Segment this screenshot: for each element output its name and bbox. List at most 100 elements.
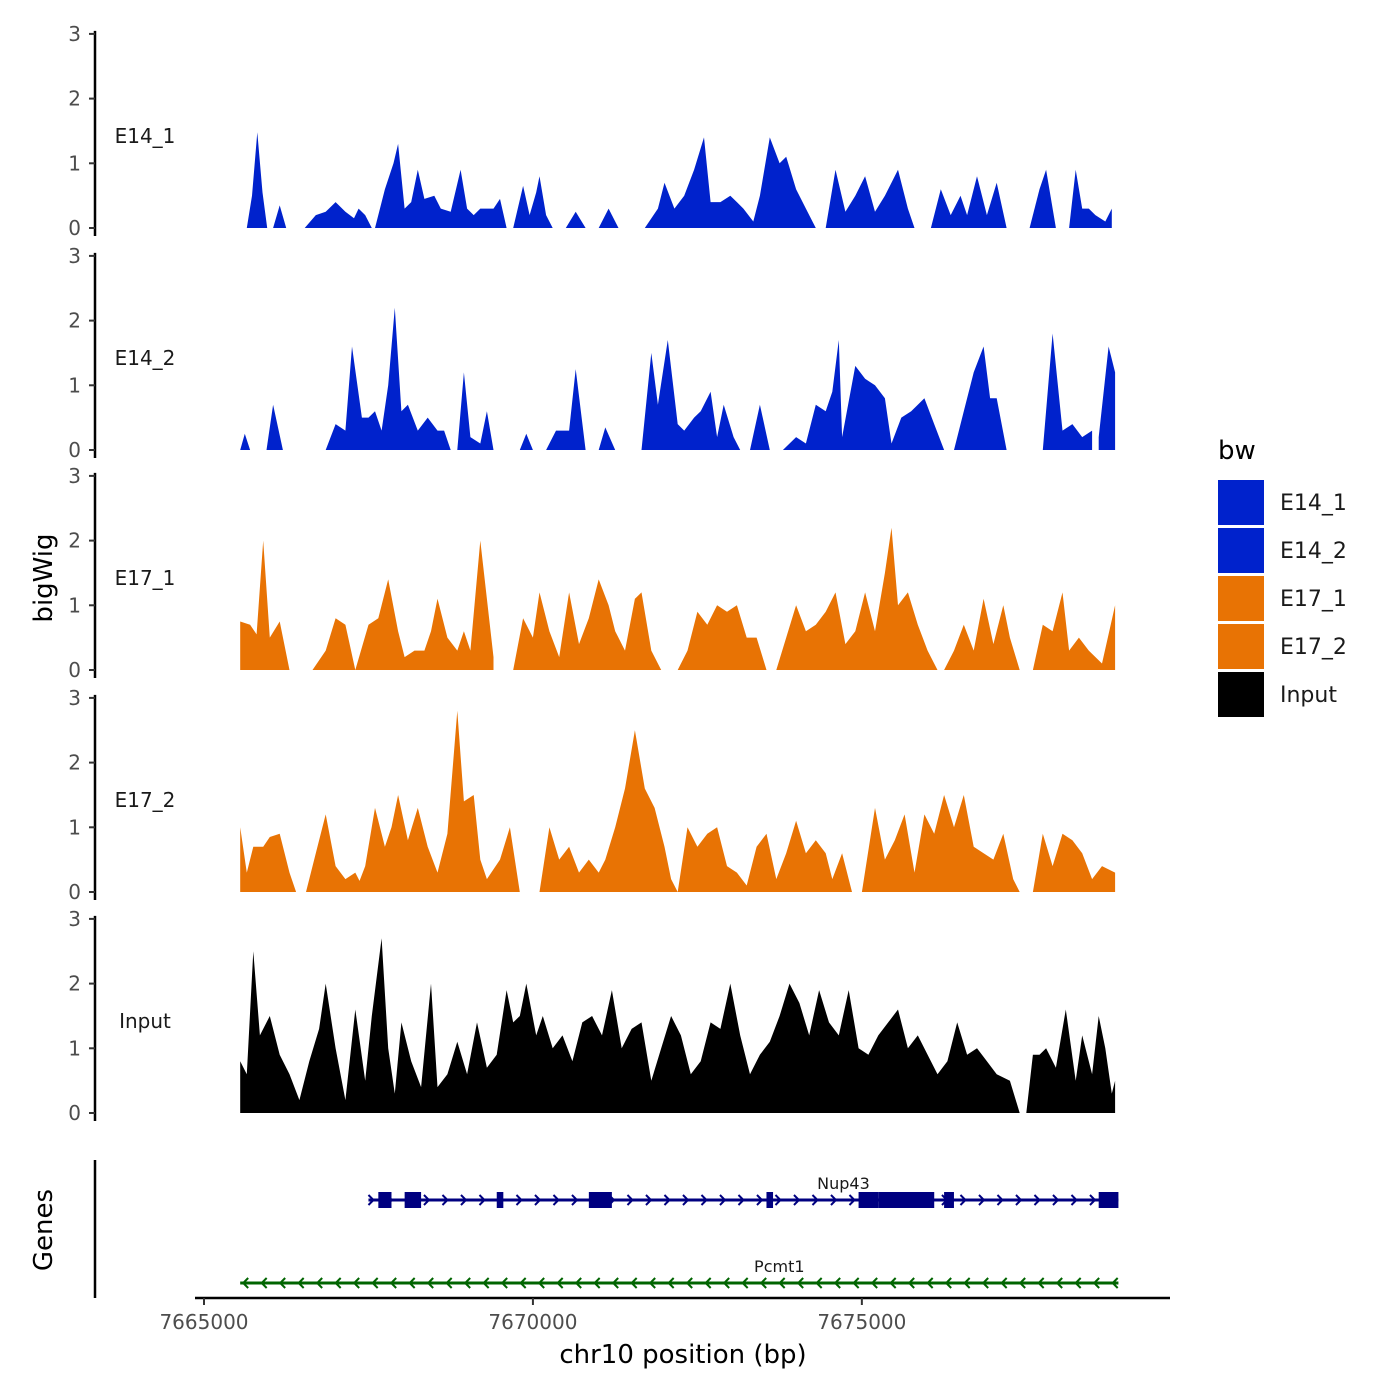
strand-arrow — [944, 1277, 952, 1289]
strand-arrow — [981, 1277, 989, 1289]
strand-arrow — [537, 1277, 545, 1289]
signal-area-E14_1 — [598, 208, 619, 228]
legend: bw E14_1 E14_2 E17_1 E17_2 Input — [1218, 436, 1347, 717]
signal-area-E17_1 — [944, 598, 1020, 670]
signal-area-E14_2 — [954, 346, 1007, 450]
strand-arrow — [1052, 1194, 1060, 1206]
legend-swatch — [1218, 672, 1264, 717]
strand-arrow — [815, 1277, 823, 1289]
legend-item: E17_1 — [1218, 576, 1347, 621]
track-label: E14_1 — [115, 124, 176, 148]
signal-area-E17_2 — [306, 814, 369, 892]
strand-arrow — [426, 1277, 434, 1289]
y-tick-label: 2 — [68, 87, 81, 111]
y-tick-label: 0 — [68, 438, 81, 462]
signal-area-E14_2 — [266, 404, 283, 450]
strand-arrow — [833, 1277, 841, 1289]
exon — [404, 1192, 422, 1208]
strand-arrow — [1055, 1277, 1063, 1289]
strand-arrow — [352, 1277, 360, 1289]
strand-arrow — [367, 1194, 375, 1206]
exon — [858, 1192, 879, 1208]
strand-arrow — [811, 1194, 819, 1206]
signal-area-E17_2 — [240, 827, 297, 892]
strand-arrow — [482, 1277, 490, 1289]
signal-area-Input — [1026, 1009, 1116, 1113]
strand-arrow — [334, 1277, 342, 1289]
legend-swatch — [1218, 624, 1264, 669]
gene-label: Pcmt1 — [754, 1257, 804, 1276]
y-tick-label: 2 — [68, 972, 81, 996]
legend-title: bw — [1218, 436, 1256, 466]
strand-arrow — [1074, 1277, 1082, 1289]
strand-arrow — [408, 1277, 416, 1289]
strand-arrow — [630, 1277, 638, 1289]
signal-area-E17_1 — [312, 618, 356, 670]
signal-area-E14_1 — [513, 176, 553, 228]
strand-arrow — [460, 1194, 468, 1206]
legend-item: E17_2 — [1218, 624, 1347, 669]
signal-area-E14_2 — [750, 404, 770, 450]
track-label: Input — [119, 1009, 171, 1033]
signal-area-E17_1 — [355, 540, 494, 670]
x-tick-label: 7665000 — [159, 1310, 248, 1334]
strand-arrow — [978, 1194, 986, 1206]
genes-axis-title: Genes — [29, 1189, 59, 1271]
strand-arrow — [830, 1194, 838, 1206]
strand-arrow — [297, 1277, 305, 1289]
legend-swatch — [1218, 528, 1264, 573]
signal-area-E14_1 — [375, 143, 507, 228]
strand-arrow — [741, 1277, 749, 1289]
y-tick-label: 0 — [68, 658, 81, 682]
signal-area-E14_1 — [825, 169, 915, 228]
signal-area-E14_2 — [598, 427, 616, 450]
strand-arrow — [556, 1277, 564, 1289]
y-tick-label: 3 — [68, 22, 81, 46]
signal-area-E14_1 — [1069, 169, 1112, 228]
legend-label: E17_1 — [1280, 587, 1347, 612]
strand-arrow — [571, 1194, 579, 1206]
y-tick-label: 2 — [68, 309, 81, 333]
legend-label: Input — [1280, 683, 1337, 708]
strand-arrow — [445, 1277, 453, 1289]
signal-area-E14_2 — [1042, 333, 1093, 450]
strand-arrow — [959, 1194, 967, 1206]
signal-area-E17_2 — [539, 730, 678, 892]
strand-arrow — [796, 1277, 804, 1289]
strand-arrow — [593, 1277, 601, 1289]
signal-area-E14_1 — [930, 176, 1007, 228]
strand-arrow — [759, 1277, 767, 1289]
y-tick-label: 0 — [68, 1101, 81, 1125]
strand-arrow — [1018, 1277, 1026, 1289]
y-tick-label: 1 — [68, 815, 81, 839]
strand-arrow — [500, 1277, 508, 1289]
signal-area-Input — [240, 938, 1020, 1113]
y-tick-label: 0 — [68, 216, 81, 240]
strand-arrow — [611, 1277, 619, 1289]
strand-arrow — [1092, 1277, 1100, 1289]
strand-arrow — [1089, 1194, 1097, 1206]
x-axis-title: chr10 position (bp) — [559, 1340, 806, 1370]
strand-arrow — [700, 1194, 708, 1206]
legend-label: E17_2 — [1280, 635, 1347, 660]
strand-arrow — [667, 1277, 675, 1289]
signal-area-E14_1 — [565, 211, 586, 228]
strand-arrow — [870, 1277, 878, 1289]
exon — [766, 1192, 774, 1208]
signal-area-E14_2 — [641, 340, 741, 450]
strand-arrow — [519, 1277, 527, 1289]
strand-arrow — [645, 1194, 653, 1206]
signal-area-E14_1 — [273, 205, 287, 228]
strand-arrow — [515, 1194, 523, 1206]
genes-axis-title-text: Genes — [29, 1189, 59, 1271]
exon — [496, 1192, 504, 1208]
gene-Pcmt1: Pcmt1 — [240, 1257, 1119, 1289]
strand-arrow — [1111, 1277, 1119, 1289]
strand-arrow — [534, 1194, 542, 1206]
signal-area-E14_2 — [457, 372, 494, 450]
strand-arrow — [1015, 1194, 1023, 1206]
legend-label: E14_2 — [1280, 539, 1347, 564]
exon — [588, 1192, 612, 1208]
signal-area-E17_2 — [355, 710, 520, 892]
strand-arrow — [552, 1194, 560, 1206]
